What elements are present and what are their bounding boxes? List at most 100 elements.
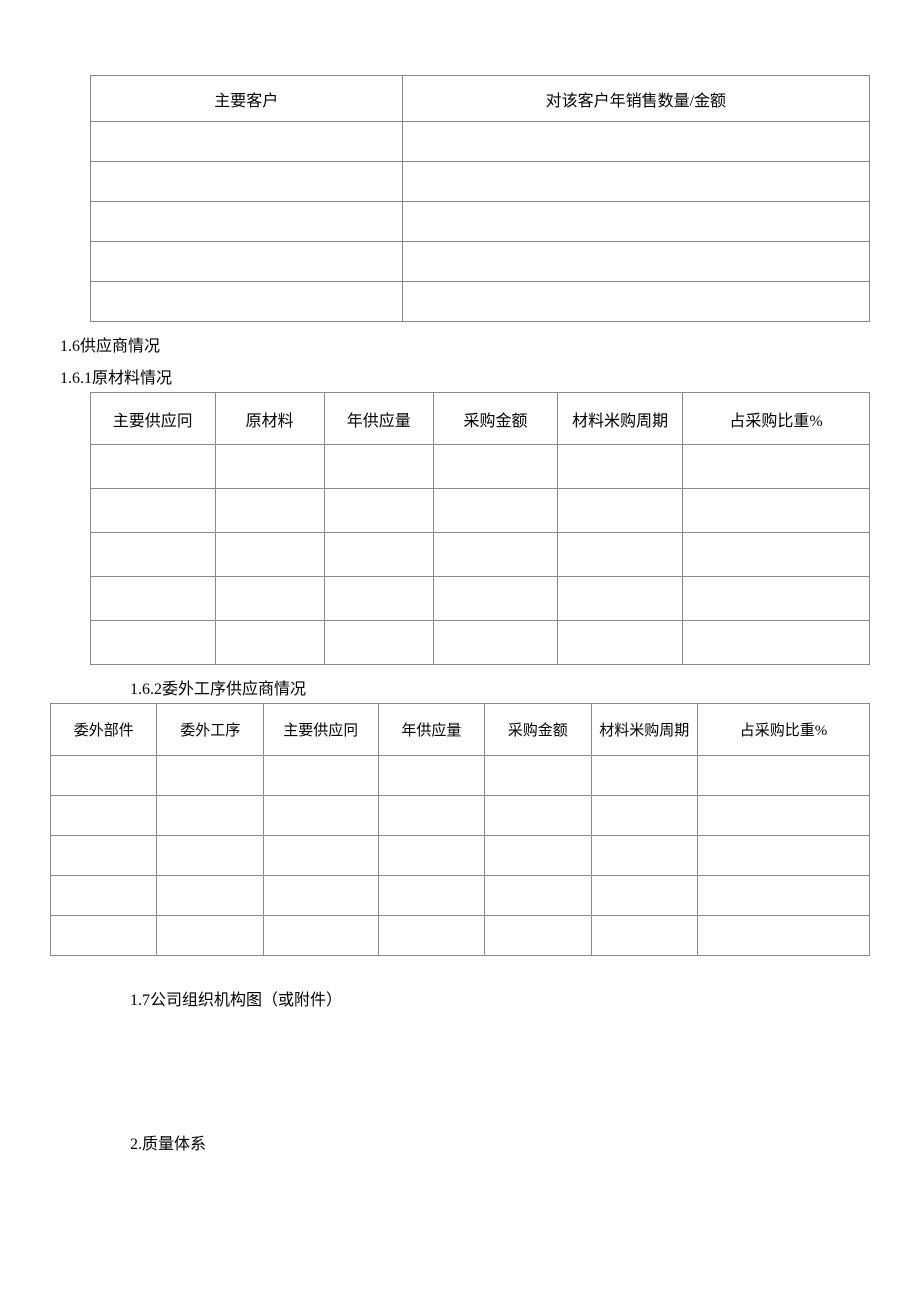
header-cell: 主要供应冋 xyxy=(263,704,378,756)
table-row: 委外部件 委外工序 主要供应冋 年供应量 采购金额 材料米购周期 占采购比重% xyxy=(51,704,870,756)
cell xyxy=(682,533,869,577)
cell xyxy=(682,489,869,533)
cell xyxy=(558,533,683,577)
cell xyxy=(433,533,558,577)
cell xyxy=(215,489,324,533)
heading-1-6: 1.6供应商情况 xyxy=(60,332,870,356)
heading-1-7: 1.7公司组织机构图（或附件） xyxy=(130,986,870,1010)
cell xyxy=(433,445,558,489)
cell xyxy=(263,796,378,836)
cell xyxy=(215,621,324,665)
header-cell: 占采购比重% xyxy=(682,393,869,445)
cell xyxy=(51,796,157,836)
cell xyxy=(485,796,591,836)
cell xyxy=(215,577,324,621)
cell xyxy=(215,533,324,577)
cell xyxy=(485,756,591,796)
cell xyxy=(698,796,870,836)
heading-1-6-1: 1.6.1原材料情况 xyxy=(60,364,870,388)
cell xyxy=(698,756,870,796)
cell xyxy=(378,836,484,876)
heading-2: 2.质量体系 xyxy=(130,1130,870,1154)
cell xyxy=(91,577,216,621)
cell xyxy=(91,202,403,242)
cell xyxy=(698,836,870,876)
cell xyxy=(402,122,869,162)
cell xyxy=(91,445,216,489)
table-row xyxy=(51,836,870,876)
header-cell: 对该客户年销售数量/金额 xyxy=(402,76,869,122)
cell xyxy=(51,836,157,876)
header-cell: 年供应量 xyxy=(324,393,433,445)
cell xyxy=(485,916,591,956)
outsource-table-wrap: 委外部件 委外工序 主要供应冋 年供应量 采购金额 材料米购周期 占采购比重% xyxy=(50,703,870,956)
cell xyxy=(324,489,433,533)
header-cell: 采购金额 xyxy=(485,704,591,756)
header-cell: 年供应量 xyxy=(378,704,484,756)
cell xyxy=(91,282,403,322)
cell xyxy=(698,876,870,916)
cell xyxy=(682,445,869,489)
cell xyxy=(157,876,263,916)
table-row xyxy=(51,916,870,956)
header-cell: 主要客户 xyxy=(91,76,403,122)
outsource-table: 委外部件 委外工序 主要供应冋 年供应量 采购金额 材料米购周期 占采购比重% xyxy=(50,703,870,956)
table-row xyxy=(91,445,870,489)
cell xyxy=(402,162,869,202)
cell xyxy=(324,445,433,489)
cell xyxy=(324,577,433,621)
heading-1-6-2: 1.6.2委外工序供应商情况 xyxy=(130,675,870,699)
cell xyxy=(433,577,558,621)
header-cell: 材料米购周期 xyxy=(591,704,697,756)
cell xyxy=(324,533,433,577)
cell xyxy=(51,876,157,916)
header-cell: 主要供应冋 xyxy=(91,393,216,445)
header-cell: 占采购比重% xyxy=(698,704,870,756)
header-cell: 委外工序 xyxy=(157,704,263,756)
cell xyxy=(402,282,869,322)
cell xyxy=(591,756,697,796)
cell xyxy=(558,577,683,621)
cell xyxy=(91,242,403,282)
cell xyxy=(558,621,683,665)
cell xyxy=(91,489,216,533)
table-row xyxy=(91,202,870,242)
cell xyxy=(591,796,697,836)
cell xyxy=(378,796,484,836)
cell xyxy=(91,162,403,202)
cell xyxy=(157,836,263,876)
table-row xyxy=(51,796,870,836)
cell xyxy=(91,533,216,577)
table-row xyxy=(91,489,870,533)
cell xyxy=(263,756,378,796)
cell xyxy=(215,445,324,489)
cell xyxy=(485,876,591,916)
table-row xyxy=(91,242,870,282)
cell xyxy=(157,916,263,956)
customer-table: 主要客户 对该客户年销售数量/金额 xyxy=(90,75,870,322)
cell xyxy=(698,916,870,956)
cell xyxy=(51,916,157,956)
cell xyxy=(263,916,378,956)
cell xyxy=(591,876,697,916)
cell xyxy=(263,836,378,876)
header-cell: 委外部件 xyxy=(51,704,157,756)
cell xyxy=(558,445,683,489)
table-row xyxy=(91,122,870,162)
cell xyxy=(682,577,869,621)
cell xyxy=(157,756,263,796)
table-row xyxy=(91,577,870,621)
header-cell: 材料米购周期 xyxy=(558,393,683,445)
cell xyxy=(433,621,558,665)
header-cell: 原材料 xyxy=(215,393,324,445)
cell xyxy=(378,916,484,956)
cell xyxy=(324,621,433,665)
cell xyxy=(591,916,697,956)
table-row xyxy=(51,876,870,916)
customer-table-wrap: 主要客户 对该客户年销售数量/金额 xyxy=(90,75,870,322)
cell xyxy=(558,489,683,533)
raw-material-table: 主要供应冋 原材料 年供应量 采购金额 材料米购周期 占采购比重% xyxy=(90,392,870,665)
cell xyxy=(378,756,484,796)
cell xyxy=(157,796,263,836)
cell xyxy=(485,836,591,876)
